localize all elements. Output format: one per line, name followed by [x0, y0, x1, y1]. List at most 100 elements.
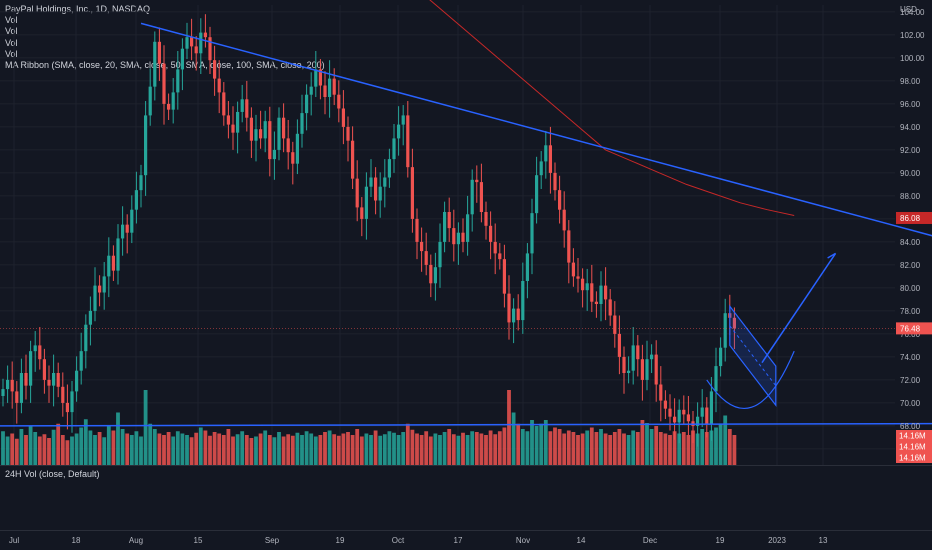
- x-tick-label: Dec: [643, 536, 657, 545]
- y-tick-label: 82.00: [900, 261, 921, 270]
- volume-bar: [543, 420, 548, 465]
- candle-body: [79, 351, 83, 371]
- candle-body: [70, 391, 74, 413]
- volume-bar: [511, 412, 516, 465]
- legend-vol-2[interactable]: Vol: [5, 26, 18, 37]
- volume-bar: [240, 431, 245, 465]
- volume-bar: [300, 435, 304, 465]
- legend-vol-4[interactable]: Vol: [5, 48, 18, 59]
- volume-badge: [896, 452, 932, 463]
- candle-body: [167, 103, 171, 110]
- volume-bar: [226, 429, 231, 465]
- candle-body: [369, 177, 373, 187]
- volume-bar: [654, 426, 659, 465]
- candle-body: [539, 161, 543, 176]
- y-tick-label: 68.00: [900, 422, 921, 431]
- volume-bar: [608, 435, 613, 465]
- volume-bar: [603, 433, 608, 465]
- volume-bar: [148, 423, 153, 465]
- volume-bar: [111, 430, 116, 465]
- cup-arc: [706, 350, 795, 409]
- candle-body: [125, 224, 129, 233]
- volume-bar: [428, 436, 433, 465]
- candle-body: [387, 159, 391, 178]
- volume-bar: [185, 435, 189, 465]
- y-tick-label: 94.00: [900, 123, 921, 132]
- candle-body: [700, 407, 704, 417]
- candle-body: [392, 138, 396, 160]
- candle-body: [484, 212, 488, 226]
- volume-pane-label[interactable]: 24H Vol (close, Default): [5, 469, 100, 479]
- candle-body: [640, 359, 644, 380]
- candle-body: [259, 129, 263, 139]
- volume-bar: [548, 431, 553, 465]
- volume-bar: [373, 430, 378, 465]
- volume-bar: [318, 435, 323, 465]
- volume-bar: [249, 438, 254, 465]
- candle-body: [645, 359, 649, 380]
- candle-body: [116, 238, 120, 271]
- last-price-badge: [896, 322, 932, 335]
- volume-bar: [493, 434, 498, 465]
- volume-bar: [254, 436, 258, 465]
- volume-bar: [359, 436, 364, 465]
- candle-body: [452, 228, 456, 245]
- legend-vol-1[interactable]: Vol: [5, 15, 18, 26]
- candle-body: [10, 379, 14, 392]
- volume-bar: [497, 431, 502, 465]
- candle-body: [576, 276, 580, 279]
- volume-bar: [562, 433, 567, 465]
- volume-bar: [42, 434, 47, 465]
- candle-body: [185, 37, 189, 49]
- volume-bar: [635, 432, 640, 465]
- candle-body: [512, 308, 516, 323]
- volume-bar: [405, 423, 410, 465]
- candle-body: [61, 386, 65, 403]
- candle-body: [245, 99, 249, 118]
- volume-bar: [120, 429, 125, 465]
- candle-body: [456, 232, 460, 245]
- x-tick-label: 14: [577, 536, 586, 545]
- volume-bar: [631, 430, 636, 465]
- candle-body: [355, 178, 359, 208]
- volume-bar: [534, 426, 539, 465]
- volume-bar: [33, 432, 38, 465]
- flag-midline: [729, 325, 777, 386]
- volume-bar: [180, 433, 185, 465]
- volume-bar: [645, 423, 649, 465]
- volume-bar: [217, 433, 222, 465]
- candle-body: [176, 69, 180, 93]
- candle-body: [153, 41, 157, 87]
- legend-vol-3[interactable]: Vol: [5, 37, 18, 48]
- grid: [0, 5, 932, 531]
- candle-body: [535, 175, 539, 214]
- volume-bar: [456, 435, 461, 465]
- volume-bar: [488, 430, 493, 465]
- volume-bar: [617, 429, 622, 465]
- candle-body: [295, 133, 299, 164]
- candle-body: [475, 179, 479, 183]
- candle-body: [415, 218, 419, 242]
- candle-body: [507, 293, 511, 323]
- candle-body: [111, 255, 115, 271]
- volume-bar: [594, 432, 599, 465]
- candle-body: [705, 407, 709, 424]
- volume-bar: [277, 432, 281, 465]
- volume-bar: [663, 433, 668, 465]
- volume-bar: [171, 436, 176, 465]
- volume-bar: [24, 435, 28, 465]
- candle-body: [631, 345, 635, 371]
- ma-price-label: 86.08: [900, 214, 921, 223]
- volume-bar: [723, 415, 728, 465]
- candle-body: [719, 347, 723, 367]
- candle-body: [254, 129, 258, 141]
- volume-bar: [557, 429, 562, 465]
- x-tick-label: Jul: [9, 536, 19, 545]
- candle-body: [682, 409, 686, 415]
- candle-body: [272, 149, 276, 160]
- candle-body: [420, 241, 424, 252]
- legend-symbol[interactable]: PayPal Holdings, Inc., 1D, NASDAQ: [5, 4, 151, 14]
- candle-body: [56, 373, 60, 387]
- volume-bar: [539, 423, 544, 465]
